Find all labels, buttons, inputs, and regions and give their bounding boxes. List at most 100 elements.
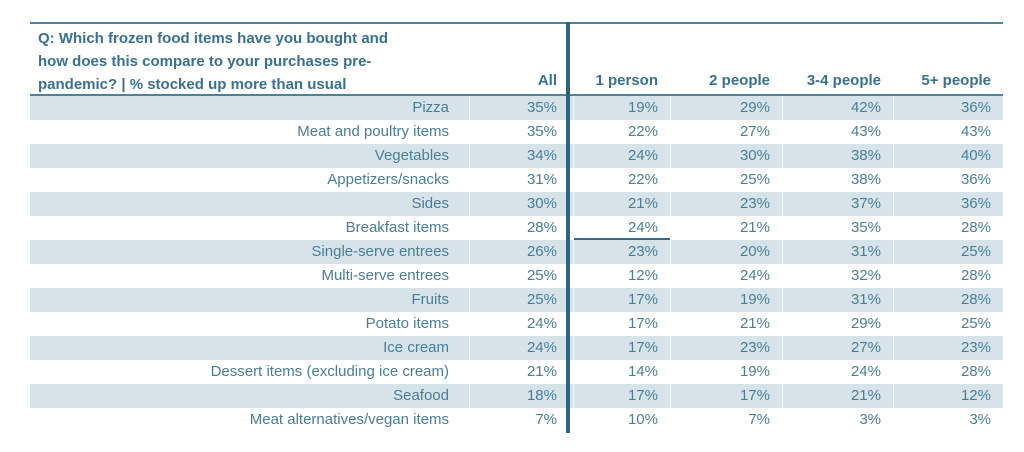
table-row: Vegetables 34% 24% 30% 38% 40% xyxy=(30,144,1003,168)
value-cell: 38% xyxy=(782,168,893,192)
value-cell: 18% xyxy=(526,387,557,404)
value-cell: 43% xyxy=(893,120,1003,144)
value-cell: 19% xyxy=(670,360,782,384)
value-cell: 22% xyxy=(573,168,670,192)
value-cell: 42% xyxy=(782,96,893,120)
column-header-1-person: 1 person xyxy=(595,72,658,89)
row-label: Dessert items (excluding ice cream) xyxy=(30,360,470,384)
value-cell: 21% xyxy=(782,384,893,408)
value-cell: 30% xyxy=(526,195,557,212)
table-row: Meat alternatives/vegan items 7% 10% 7% 3% 3% xyxy=(30,408,1003,432)
question-line: how does this compare to your purchases … xyxy=(38,53,372,70)
table-row: Meat and poultry items 35% 22% 27% 43% 43% xyxy=(30,120,1003,144)
question-line: Q: Which frozen food items have you boug… xyxy=(38,30,388,47)
value-cell: 17% xyxy=(573,288,670,312)
value-cell: 40% xyxy=(893,144,1003,168)
frozen-food-table: Q: Which frozen food items have you boug… xyxy=(30,22,1003,433)
value-cell: 10% xyxy=(573,408,670,432)
table-body: Pizza 35% 19% 29% 42% 36% Meat and poultry ite… xyxy=(30,96,1003,432)
value-cell: 3% xyxy=(782,408,893,432)
column-header-all: All xyxy=(537,72,557,89)
table-row: Fruits 25% 17% 19% 31% 28% xyxy=(30,288,1003,312)
row-label: Single-serve entrees xyxy=(30,240,470,264)
value-cell: 27% xyxy=(670,120,782,144)
table-row: Sides 30% 21% 23% 37% 36% xyxy=(30,192,1003,216)
value-cell: 19% xyxy=(573,96,670,120)
row-label: Pizza xyxy=(30,96,470,120)
row-label: Potato items xyxy=(30,312,470,336)
value-cell: 31% xyxy=(782,240,893,264)
value-cell: 24% xyxy=(782,360,893,384)
value-cell: 35% xyxy=(782,216,893,240)
value-cell: 28% xyxy=(893,264,1003,288)
table-row: Appetizers/snacks 31% 22% 25% 38% 36% xyxy=(30,168,1003,192)
value-cell: 24% xyxy=(526,339,557,356)
value-cell: 36% xyxy=(893,168,1003,192)
table-row: Potato items 24% 17% 21% 29% 25% xyxy=(30,312,1003,336)
value-cell: 23% xyxy=(670,336,782,360)
value-cell: 37% xyxy=(782,192,893,216)
row-label: Meat and poultry items xyxy=(30,120,470,144)
value-cell: 25% xyxy=(893,312,1003,336)
value-cell: 36% xyxy=(893,192,1003,216)
value-cell: 29% xyxy=(782,312,893,336)
value-cell: 24% xyxy=(526,315,557,332)
value-cell: 31% xyxy=(782,288,893,312)
value-cell: 26% xyxy=(526,243,557,260)
value-cell: 25% xyxy=(670,168,782,192)
value-cell: 34% xyxy=(526,147,557,164)
value-cell: 35% xyxy=(526,123,557,140)
column-header-3-4-people: 3-4 people xyxy=(806,72,881,89)
value-cell: 28% xyxy=(893,288,1003,312)
row-label: Sides xyxy=(30,192,470,216)
value-cell: 19% xyxy=(670,288,782,312)
value-cell: 23% xyxy=(573,240,670,264)
value-cell: 38% xyxy=(782,144,893,168)
value-cell: 21% xyxy=(670,312,782,336)
row-label: Multi-serve entrees xyxy=(30,264,470,288)
value-cell: 28% xyxy=(893,216,1003,240)
value-cell: 20% xyxy=(670,240,782,264)
value-cell: 23% xyxy=(893,336,1003,360)
value-cell: 14% xyxy=(573,360,670,384)
value-cell: 22% xyxy=(573,120,670,144)
table-row: Dessert items (excluding ice cream) 21% 14… xyxy=(30,360,1003,384)
table-row: Breakfast items 28% 24% 21% 35% 28% xyxy=(30,216,1003,240)
value-cell: 24% xyxy=(670,264,782,288)
column-divider xyxy=(566,22,570,433)
table-row: Ice cream 24% 17% 23% 27% 23% xyxy=(30,336,1003,360)
value-cell: 17% xyxy=(573,312,670,336)
value-cell: 25% xyxy=(893,240,1003,264)
row-label: Ice cream xyxy=(30,336,470,360)
row-label: Meat alternatives/vegan items xyxy=(30,408,470,432)
value-cell: 24% xyxy=(573,144,670,168)
value-cell: 36% xyxy=(893,96,1003,120)
value-cell: 12% xyxy=(573,264,670,288)
row-label: Breakfast items xyxy=(30,216,470,240)
question-line: pandemic? | % stocked up more than usual xyxy=(38,76,347,93)
value-cell: 32% xyxy=(782,264,893,288)
value-cell: 3% xyxy=(893,408,1003,432)
value-cell: 17% xyxy=(573,336,670,360)
value-cell: 35% xyxy=(526,99,557,116)
table-row: Single-serve entrees 26% 23% 20% 31% 25% xyxy=(30,240,1003,264)
column-header-2-people: 2 people xyxy=(709,72,770,89)
table-row: Multi-serve entrees 25% 12% 24% 32% 28% xyxy=(30,264,1003,288)
value-cell: 17% xyxy=(670,384,782,408)
value-cell: 43% xyxy=(782,120,893,144)
value-cell: 21% xyxy=(670,216,782,240)
table-row: Pizza 35% 19% 29% 42% 36% xyxy=(30,96,1003,120)
value-cell: 21% xyxy=(573,192,670,216)
value-cell: 21% xyxy=(526,363,557,380)
table-row: Seafood 18% 17% 17% 21% 12% xyxy=(30,384,1003,408)
value-cell: 7% xyxy=(535,411,557,428)
value-cell: 31% xyxy=(526,171,557,188)
row-label: Appetizers/snacks xyxy=(30,168,470,192)
value-cell: 25% xyxy=(526,291,557,308)
row-label: Vegetables xyxy=(30,144,470,168)
value-cell: 23% xyxy=(670,192,782,216)
row-label: Seafood xyxy=(30,384,470,408)
value-cell: 27% xyxy=(782,336,893,360)
value-cell: 17% xyxy=(573,384,670,408)
